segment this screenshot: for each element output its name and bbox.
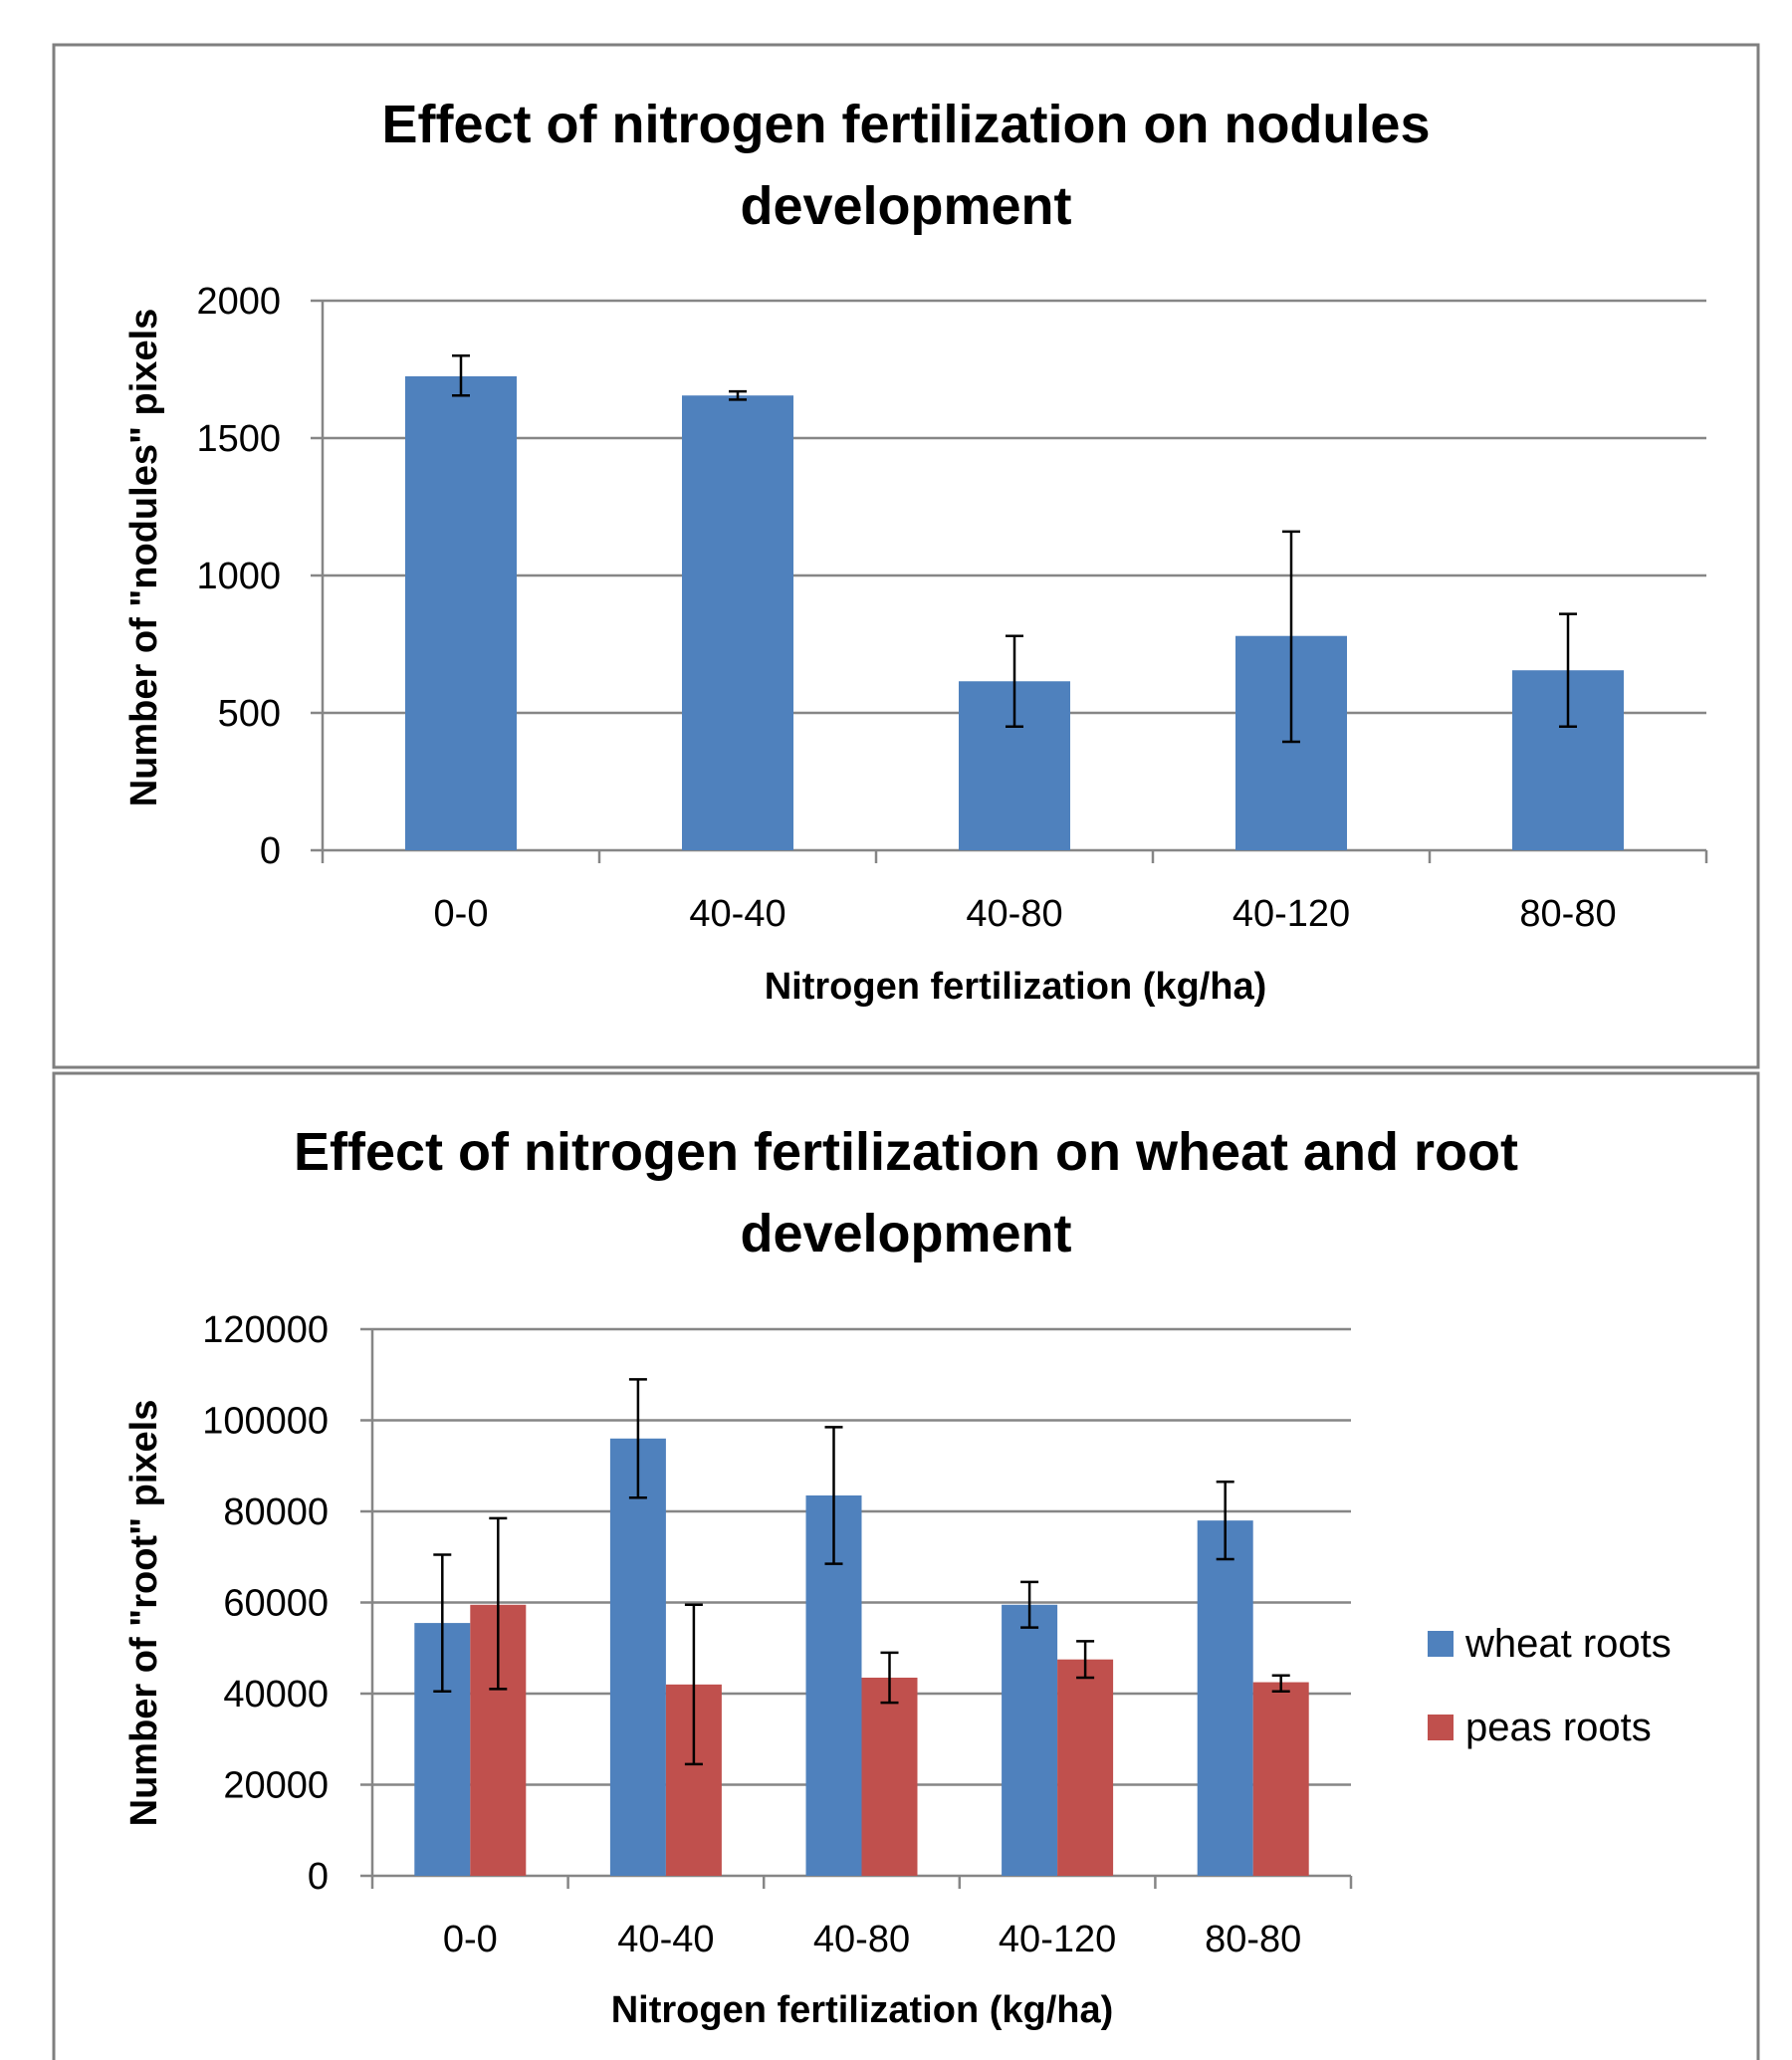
chart1-x-category-label: 0-0	[434, 893, 489, 935]
chart1-x-category-label: 40-80	[966, 893, 1062, 935]
chart2-title-line1: Effect of nitrogen fertilization on whea…	[294, 1122, 1518, 1182]
chart2-bar	[1057, 1659, 1114, 1876]
chart2-y-axis-label: Number of "root" pixels	[123, 1400, 165, 1827]
chart2-bar	[609, 1438, 666, 1876]
chart2-y-tick-label: 60000	[223, 1583, 329, 1625]
legend-swatch-peas-roots	[1428, 1715, 1454, 1740]
chart1-y-tick-label: 1500	[196, 418, 281, 460]
chart1-bar	[405, 375, 517, 850]
chart2-x-axis-label: Nitrogen fertilization (kg/ha)	[611, 1989, 1114, 2031]
chart1-title-line2: development	[740, 176, 1071, 236]
chart2-x-category-label: 80-80	[1205, 1919, 1301, 1960]
chart2-y-tick-label: 0	[308, 1856, 329, 1898]
chart1-plot-area: 0 500 1000 1500 2000 0-0 40-40 40-80 40-120 80-80	[196, 281, 1708, 935]
chart1-y-tick-label: 0	[260, 830, 281, 872]
chart1-x-category-label: 40-120	[1232, 893, 1350, 935]
legend-label-peas-roots: peas roots	[1465, 1706, 1652, 1749]
chart1-y-tick-label: 1000	[196, 556, 281, 597]
chart1-x-axis-label: Nitrogen fertilization (kg/ha)	[765, 966, 1267, 1008]
legend-swatch-wheat-roots	[1428, 1631, 1454, 1657]
chart1-y-tick-label: 500	[218, 693, 281, 735]
chart1-y-axis-label: Number of "nodules" pixels	[123, 309, 165, 807]
chart2-y-tick-label: 80000	[223, 1491, 329, 1533]
chart2-y-tick-label: 100000	[202, 1401, 329, 1443]
chart1-y-tick-label: 2000	[196, 281, 281, 323]
chart1-x-category-label: 80-80	[1519, 893, 1616, 935]
chart2-legend: wheat roots peas roots	[1428, 1622, 1672, 1749]
chart1-x-category-label: 40-40	[689, 893, 785, 935]
chart2-y-tick-label: 20000	[223, 1765, 329, 1807]
legend-label-wheat-roots: wheat roots	[1464, 1622, 1672, 1666]
chart2-y-tick-label: 40000	[223, 1674, 329, 1716]
chart1-title-line1: Effect of nitrogen fertilization on nodu…	[382, 95, 1431, 154]
chart2-plot-area: 0 20000 40000 60000 80000 100000 120000 0-0 40-4…	[202, 1309, 1353, 1960]
chart1-bar	[682, 395, 793, 850]
chart2-x-category-label: 0-0	[443, 1919, 498, 1960]
chart2-bar	[1252, 1682, 1309, 1876]
chart2-y-tick-label: 120000	[202, 1309, 329, 1351]
chart2-bar	[1197, 1520, 1253, 1876]
chart2-x-category-label: 40-120	[999, 1919, 1116, 1960]
chart2-frame	[52, 1071, 1760, 2060]
chart2-title-line2: development	[740, 1204, 1071, 1263]
chart2-bar	[1002, 1604, 1058, 1876]
chart2-bar	[861, 1677, 918, 1876]
chart2-x-category-label: 40-40	[617, 1919, 714, 1960]
chart2-x-category-label: 40-80	[813, 1919, 910, 1960]
chart1-frame	[52, 43, 1760, 1069]
